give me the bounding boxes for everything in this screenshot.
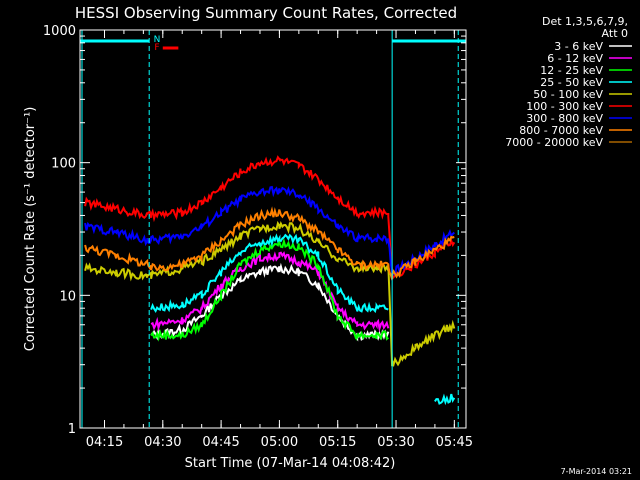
plot-frame <box>79 29 467 429</box>
chart-title: HESSI Observing Summary Count Rates, Cor… <box>75 4 457 22</box>
series-12-25-kev <box>150 237 389 342</box>
x-tick-label: 05:30 <box>377 435 414 450</box>
y-tick-label: 10 <box>59 289 76 304</box>
legend-label: 800 - 7000 keV <box>519 124 603 137</box>
series-3-6-kev <box>150 262 390 342</box>
annotation-f: F <box>154 43 159 53</box>
legend-header: Det 1,3,5,6,7,9, <box>542 15 628 28</box>
annotation-n: N <box>154 35 161 45</box>
legend-label: 6 - 12 keV <box>547 52 603 65</box>
plot-area <box>80 30 466 428</box>
x-tick-label: 04:15 <box>86 435 123 450</box>
x-tick-label: 04:45 <box>202 435 239 450</box>
y-tick-label: 1000 <box>43 24 76 39</box>
legend-label: 300 - 800 keV <box>526 112 603 125</box>
legend-label: 7000 - 20000 keV <box>505 136 603 149</box>
legend-label: 50 - 100 keV <box>533 88 603 101</box>
series-6-12-kev <box>150 251 390 333</box>
y-tick-label: 1 <box>68 422 76 437</box>
timestamp: 7-Mar-2014 03:21 <box>561 467 632 476</box>
annotations: NF <box>154 35 161 53</box>
x-tick-label: 04:30 <box>144 435 181 450</box>
x-tick-label: 05:45 <box>436 435 473 450</box>
legend-label: 12 - 25 keV <box>540 64 603 77</box>
legend-header: Att 0 <box>602 27 628 40</box>
legend-label: 3 - 6 keV <box>554 40 603 53</box>
y-tick-label: 100 <box>51 157 76 172</box>
legend-label: 25 - 50 keV <box>540 76 603 89</box>
axes: 04:15 04:30 04:45 05:00 05:15 05:30 05:45 1 10 10… <box>43 24 473 450</box>
x-tick-label: 05:15 <box>319 435 356 450</box>
x-axis-label: Start Time (07-Mar-14 04:08:42) <box>185 456 396 471</box>
series-25-50-kev <box>150 233 456 406</box>
legend-label: 100 - 300 keV <box>526 100 603 113</box>
y-axis-label: Corrected Count Rate (s⁻¹ detector⁻¹) <box>23 107 38 352</box>
x-tick-label: 05:00 <box>261 435 298 450</box>
